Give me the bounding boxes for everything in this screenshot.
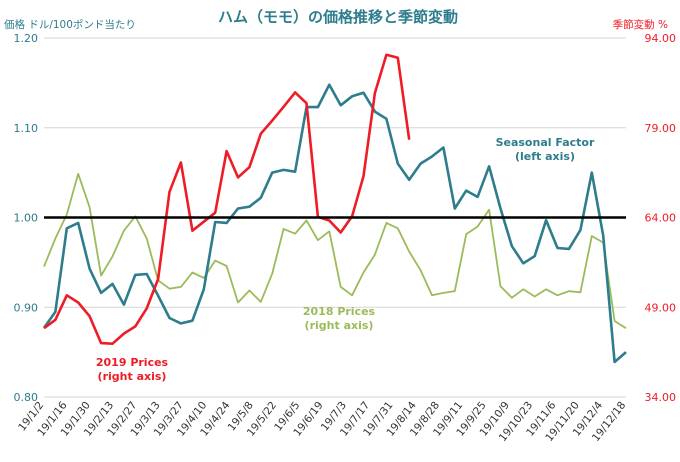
right-tick-label: 79.00: [645, 122, 677, 135]
right-tick-label: 64.00: [645, 212, 677, 225]
right-tick-label: 94.00: [645, 32, 677, 45]
left-axis-title: 価格 ドル/100ポンド当たり: [4, 18, 136, 31]
left-axis-ticks: 0.80 0.90 1.00 1.10 1.20: [14, 32, 39, 404]
series-label: 2018 Prices: [303, 305, 376, 318]
series-line-seasonal-factor: [42, 83, 627, 364]
right-tick-label: 49.00: [645, 301, 677, 314]
left-tick-label: 1.20: [14, 32, 39, 45]
chart-title: ハム（モモ）の価格推移と季節変動: [218, 8, 458, 26]
right-axis-ticks: 34.00 49.00 64.00 79.00 94.00: [645, 32, 677, 404]
series-line-2018-prices: [43, 172, 627, 329]
left-tick-label: 1.00: [14, 212, 39, 225]
left-tick-label: 0.80: [14, 391, 39, 404]
series-label: 2019 Prices: [96, 356, 169, 369]
left-tick-label: 1.10: [14, 122, 39, 135]
series-label: (right axis): [305, 319, 374, 332]
left-tick-label: 0.90: [14, 301, 39, 314]
right-tick-label: 34.00: [645, 391, 677, 404]
series-labels: Seasonal Factor(left axis)2018 Prices(ri…: [96, 136, 595, 383]
series-line-2019-prices: [43, 53, 411, 345]
right-axis-title: 季節変動 %: [613, 18, 668, 31]
series-label: (left axis): [515, 150, 575, 163]
x-axis-ticks: 19/1/219/1/1619/1/3019/2/1319/2/2719/3/1…: [16, 399, 628, 444]
series-label: (right axis): [98, 370, 167, 383]
series-label: Seasonal Factor: [496, 136, 595, 149]
series-lines: [42, 53, 627, 364]
